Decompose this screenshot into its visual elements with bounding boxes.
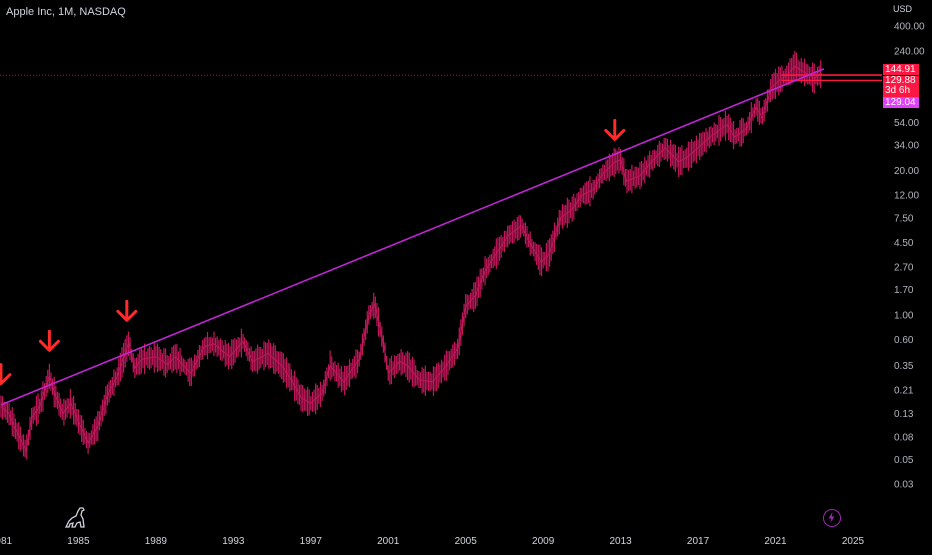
down-arrow-annotation [38, 329, 60, 352]
arrow-head [604, 128, 626, 141]
y-tick-label: 240.00 [894, 46, 925, 57]
y-tick-label: 0.08 [894, 432, 914, 443]
y-tick-label: 0.35 [894, 361, 914, 372]
down-arrow-annotation [604, 118, 626, 141]
x-tick-label: 2025 [842, 536, 865, 547]
arrow-head [116, 309, 138, 322]
x-tick-label: 2005 [455, 536, 478, 547]
down-arrow-annotation [116, 299, 138, 322]
x-tick-label: 2017 [687, 536, 710, 547]
y-tick-label: 2.70 [894, 263, 914, 274]
level-price-text: 129.88 [885, 75, 916, 86]
down-arrow-annotation [0, 363, 12, 386]
countdown-text: 3d 6h [885, 85, 911, 96]
x-tick-label: 2009 [532, 536, 555, 547]
tradingview-dino-logo[interactable] [63, 505, 89, 529]
current-price-text: 144.91 [885, 64, 916, 75]
trendline [0, 68, 825, 406]
x-tick-label: 1993 [222, 536, 245, 547]
y-tick-label: 34.00 [894, 141, 919, 152]
x-tick-label: 2013 [609, 536, 632, 547]
currency-label: USD [893, 4, 913, 14]
lightning-glyph [828, 512, 835, 523]
price-label-trendline: 129.04 [883, 97, 919, 108]
x-tick-label: 2001 [377, 536, 400, 547]
x-tick-label: 2021 [764, 536, 787, 547]
trendline-price-text: 129.04 [885, 97, 916, 108]
y-tick-label: 12.00 [894, 191, 919, 202]
x-tick-label: 1981 [0, 536, 13, 547]
price-label-current: 144.91 [883, 64, 919, 75]
x-tick-label: 1989 [145, 536, 168, 547]
y-tick-label: 1.00 [894, 311, 914, 322]
x-tick-label: 1997 [300, 536, 323, 547]
y-tick-label: 0.03 [894, 480, 914, 491]
price-series [0, 50, 823, 460]
y-tick-label: 7.50 [894, 213, 914, 224]
x-tick-label: 1985 [67, 536, 90, 547]
y-tick-label: 4.50 [894, 238, 914, 249]
dino-icon [64, 507, 85, 528]
price-line [0, 65, 823, 453]
arrow-head [38, 339, 60, 352]
price-label-level: 129.88 3d 6h [883, 76, 919, 97]
y-tick-label: 0.21 [894, 386, 914, 397]
y-tick-label: 0.05 [894, 455, 914, 466]
y-tick-label: 20.00 [894, 166, 919, 177]
y-tick-label: 1.70 [894, 285, 914, 296]
y-tick-label: 0.13 [894, 409, 914, 420]
y-tick-label: 54.00 [894, 118, 919, 129]
y-tick-label: 400.00 [894, 22, 925, 33]
chart-title: Apple Inc, 1M, NASDAQ [6, 6, 126, 18]
lightning-icon[interactable] [823, 509, 841, 527]
arrow-head [0, 373, 12, 386]
y-tick-label: 0.60 [894, 335, 914, 346]
